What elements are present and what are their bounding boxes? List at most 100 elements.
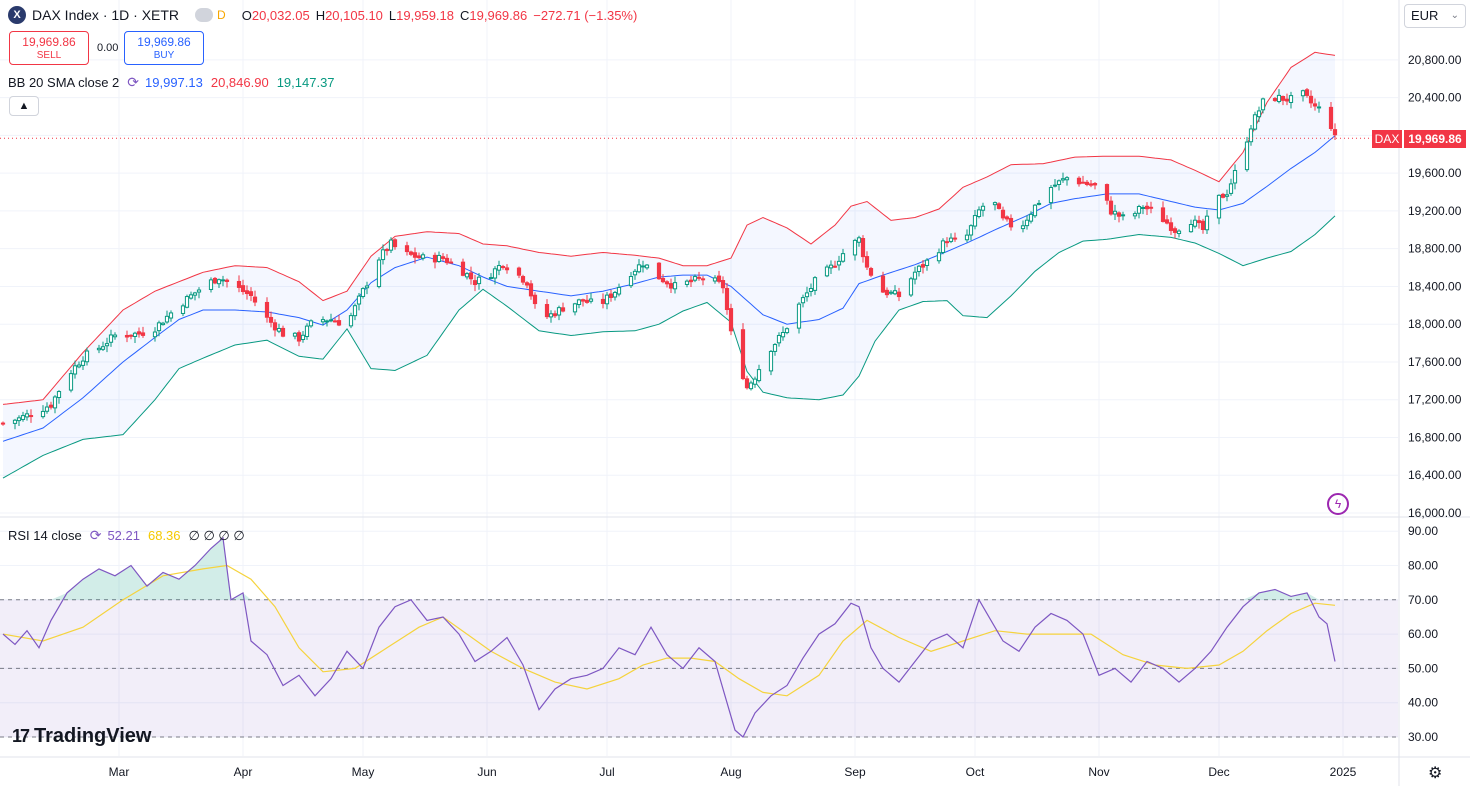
candle-body <box>696 276 702 279</box>
logo-text: TradingView <box>34 725 152 747</box>
candle-body <box>1276 94 1282 103</box>
candle-body <box>444 257 450 264</box>
candle-body <box>784 328 790 334</box>
candle-body <box>1248 128 1254 143</box>
candle-body <box>20 415 26 420</box>
cycle-icon[interactable]: ⟳ <box>127 74 140 90</box>
candle-body <box>384 249 390 252</box>
rsi-name[interactable]: RSI 14 close <box>8 528 82 543</box>
open-value: 20,032.05 <box>251 7 310 23</box>
candle-body <box>1136 206 1142 214</box>
candle-body <box>884 289 890 296</box>
candle-body <box>1164 219 1170 224</box>
delayed-badge[interactable]: D <box>217 8 226 22</box>
currency-select[interactable]: EUR ⌄ <box>1404 4 1466 28</box>
candle-body <box>924 259 930 266</box>
gear-icon[interactable]: ⚙ <box>1428 765 1443 782</box>
candle-body <box>776 334 782 344</box>
bb-name[interactable]: BB 20 SMA close 2 <box>8 75 120 90</box>
candle-body <box>1304 89 1310 96</box>
time-tick-label: 2025 <box>1330 765 1357 779</box>
candle-body <box>880 275 886 293</box>
candle-body <box>1144 205 1150 210</box>
candle-body <box>492 268 498 279</box>
candle-body <box>1176 230 1182 234</box>
rsi-tick-label: 90.00 <box>1408 524 1438 538</box>
candle-body <box>1216 194 1222 219</box>
buy-button[interactable]: 19,969.86 BUY <box>124 31 204 65</box>
market-status-dot[interactable] <box>195 8 214 22</box>
candle-body <box>240 285 246 293</box>
candle-body <box>1168 222 1174 231</box>
candle-body <box>700 278 706 281</box>
candle-body <box>236 280 242 288</box>
candle-body <box>892 290 898 295</box>
currency-label: EUR <box>1411 8 1439 23</box>
time-tick-label: Jun <box>477 765 496 779</box>
candle-body <box>416 255 422 259</box>
candle-body <box>464 273 470 278</box>
rsi-value: 52.21 <box>107 528 140 543</box>
candle-body <box>300 334 306 341</box>
collapse-legend-button[interactable]: ▲ <box>9 96 39 116</box>
candle-body <box>1052 184 1058 187</box>
candle-body <box>1204 215 1210 231</box>
candle-body <box>488 277 494 280</box>
rsi-pane <box>0 536 1398 738</box>
candle-body <box>556 307 562 316</box>
candle-body <box>1284 98 1290 102</box>
candle-body <box>412 252 418 258</box>
candle-body <box>192 292 198 296</box>
candle-body <box>352 305 358 317</box>
candle-body <box>272 322 278 331</box>
candle-body <box>128 334 134 337</box>
tradingview-logo[interactable]: 17 TradingView <box>12 725 151 748</box>
high-value: 20,105.10 <box>325 7 383 23</box>
candle-body <box>404 245 410 253</box>
candle-body <box>936 252 942 262</box>
candle-body <box>1036 202 1042 205</box>
candle-body <box>840 253 846 262</box>
candle-body <box>1252 114 1258 130</box>
symbol-title[interactable]: DAX Index · 1D · XETR <box>32 7 180 23</box>
candle-body <box>496 265 502 271</box>
candle-body <box>468 272 474 280</box>
candle-body <box>524 282 530 286</box>
candle-body <box>408 251 414 255</box>
candle-body <box>1308 95 1314 104</box>
candle-body <box>156 322 162 332</box>
candle-body <box>552 313 558 317</box>
candle-body <box>632 270 638 276</box>
candle-body <box>124 334 130 338</box>
time-tick-label: Aug <box>720 765 741 779</box>
candle-body <box>12 419 18 424</box>
price-tick-label: 20,400.00 <box>1408 91 1462 105</box>
bollinger-bands <box>2 51 1336 479</box>
candle-body <box>1256 110 1262 118</box>
lightning-icon[interactable]: ϟ <box>1327 493 1349 515</box>
candle-body <box>860 238 866 258</box>
candle-body <box>1084 181 1090 185</box>
candle-body <box>580 299 586 302</box>
candle-body <box>964 234 970 241</box>
candle-body <box>380 249 386 261</box>
candle-body <box>608 293 614 299</box>
candle-body <box>56 391 62 399</box>
candle-body <box>660 277 666 283</box>
price-tick-label: 20,800.00 <box>1408 53 1462 67</box>
symbol-logo[interactable]: X <box>8 6 26 24</box>
time-tick-label: Mar <box>109 765 130 779</box>
sell-button[interactable]: 19,969.86 SELL <box>9 31 89 65</box>
candle-body <box>684 280 690 285</box>
candle-body <box>724 288 730 311</box>
time-tick-label: Dec <box>1208 765 1229 779</box>
candle-body <box>656 262 662 280</box>
price-tick-label: 19,200.00 <box>1408 204 1462 218</box>
candle-body <box>1028 213 1034 222</box>
candle-body <box>976 209 982 217</box>
candle-body <box>768 350 774 372</box>
cycle-icon[interactable]: ⟳ <box>89 527 102 543</box>
candle-body <box>804 292 810 298</box>
candle-body <box>992 202 998 206</box>
